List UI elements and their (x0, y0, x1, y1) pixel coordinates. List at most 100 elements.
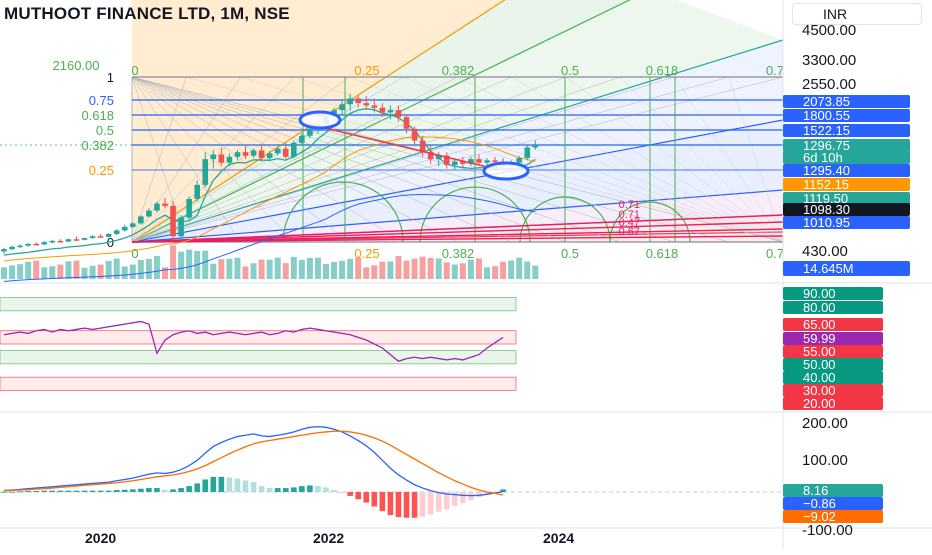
grid-web-c (511, 76, 784, 243)
candle-body (250, 150, 257, 156)
macd-hist-bar (194, 483, 200, 492)
volume-bar (290, 257, 297, 279)
macd-hist-bar (258, 486, 265, 492)
volume-bar (516, 257, 523, 279)
volume-bar (363, 267, 370, 279)
candle-body (234, 152, 241, 157)
macd-hist-bar (419, 492, 426, 517)
volume-bar (242, 266, 249, 279)
highlight-circle-top (298, 110, 342, 130)
ma-long-line (3, 194, 536, 283)
volume-tag: 14.645M (783, 261, 910, 276)
fan-pink-line (131, 221, 784, 243)
price-axis-label: 4500.00 (802, 22, 857, 39)
macd-hist-bar (347, 492, 353, 496)
candle-body (17, 245, 23, 248)
fan-zone-4 (132, 120, 783, 242)
fib-time-label-bottom: 0.382 (442, 246, 475, 261)
macd-hist-bar (202, 479, 209, 492)
volume-bar (9, 265, 16, 279)
volume-bar (467, 259, 474, 279)
candle-body (282, 148, 289, 157)
candle-body (1, 249, 7, 252)
fan-line-1 (131, 0, 631, 243)
price-tag: 1152.15 (783, 178, 910, 191)
volume-bar (137, 260, 144, 279)
candle-body (266, 153, 273, 159)
rsi-band-90-80 (0, 297, 517, 312)
trendline (299, 121, 501, 171)
candle-body (49, 240, 56, 243)
volume-bar (306, 258, 313, 279)
candle-body (468, 159, 474, 164)
price-tag: 1010.95 (783, 216, 910, 229)
candle-body (170, 205, 176, 237)
macd-hist-bar (49, 490, 56, 492)
rsi-tag: 40.00 (783, 371, 883, 384)
macd-hist-bar (395, 492, 402, 518)
price-tag: 1295.40 (783, 164, 910, 177)
candle-body (41, 242, 48, 245)
volume-bar (323, 264, 329, 279)
candle-body (387, 110, 394, 113)
macd-hist-bar (266, 488, 273, 492)
fan-label: 0.71 (619, 209, 640, 221)
rsi-tag: 30.00 (783, 384, 883, 397)
rsi-tag: 65.00 (783, 318, 883, 331)
fib-level-label: 0.25 (89, 163, 114, 178)
rsi-tag: 80.00 (783, 301, 883, 314)
macd-hist-bar (170, 489, 176, 492)
price-tag: 1800.55 (783, 109, 910, 122)
macd-hist-bar (113, 490, 120, 492)
volume-bar (105, 260, 112, 279)
macd-hist-bar (363, 492, 370, 503)
candle-body (178, 217, 184, 237)
macd-hist-bar (210, 476, 217, 492)
macd-hist-bar (146, 488, 152, 492)
ma-slow-line (3, 136, 536, 262)
candle-body (403, 117, 410, 129)
fan-label: 0.71 (619, 199, 640, 211)
fan-pink-line (131, 214, 784, 243)
volume-bar (250, 263, 257, 279)
volume-bar (508, 260, 515, 279)
macd-line (3, 426, 504, 497)
fib-level-label: 0.5 (96, 123, 114, 138)
volume-bar (500, 261, 507, 279)
fib-time-label-bottom: 0.7 (766, 246, 784, 261)
macd-hist-bar (435, 492, 442, 512)
candle-body (97, 236, 104, 238)
macd-hist-bar (492, 491, 498, 493)
macd-hist-bar (57, 490, 64, 492)
candle-body (242, 152, 249, 156)
candle-body (89, 236, 96, 239)
currency-selector[interactable]: INR (792, 3, 922, 25)
volume-bar (459, 263, 466, 279)
candle-body (130, 223, 136, 227)
macd-hist-bar (9, 491, 15, 493)
candle-body (291, 142, 297, 157)
volume-bar (379, 261, 386, 279)
price-tag: 1119.50 (783, 192, 910, 205)
volume-bar (419, 256, 426, 279)
macd-hist-bar (105, 490, 112, 492)
rsi-band-65-55 (0, 330, 517, 345)
volume-bar (339, 260, 346, 279)
price-axis-label: 430.00 (802, 243, 848, 260)
volume-bar (113, 258, 120, 279)
rsi-band-50-40 (0, 350, 517, 365)
fan-pink-line (131, 228, 784, 243)
macd-hist-bar (484, 492, 490, 495)
macd-tag: 8.16 (783, 484, 883, 497)
time-axis-label: 2022 (313, 530, 345, 546)
fib-level-label: 0.618 (81, 108, 114, 123)
candle-body (443, 155, 450, 166)
candle-body (476, 159, 482, 163)
macd-hist-bar (234, 478, 241, 492)
fib-top-value: 2160.00 (53, 58, 100, 73)
candle-body (105, 233, 112, 237)
volume-bar (65, 261, 72, 279)
fib-time-label-top: 0.382 (442, 63, 475, 78)
macd-hist-bar (226, 477, 233, 492)
fib-time-label-top: 0 (131, 63, 138, 78)
